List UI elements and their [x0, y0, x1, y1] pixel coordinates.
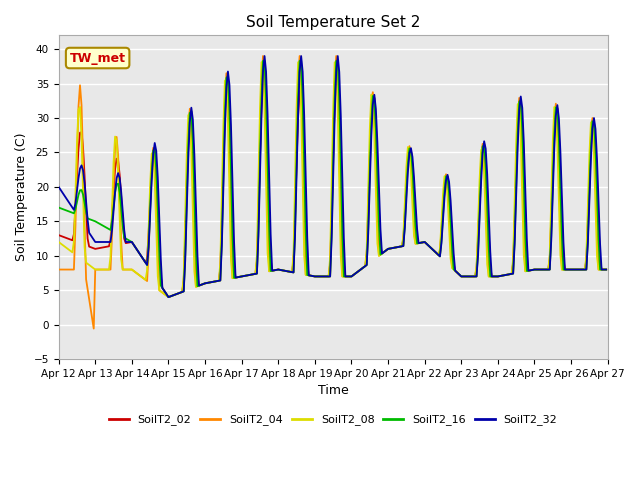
SoilT2_04	[575, 267, 582, 273]
SoilT2_02	[220, 160, 227, 166]
SoilT2_02	[296, 88, 303, 94]
SoilT2_04	[124, 267, 131, 273]
SoilT2_08	[247, 272, 255, 277]
SoilT2_02	[238, 274, 246, 279]
SoilT2_32	[602, 267, 610, 273]
Line: SoilT2_04: SoilT2_04	[59, 56, 606, 329]
SoilT2_16	[238, 274, 246, 279]
Line: SoilT2_16: SoilT2_16	[59, 61, 606, 297]
SoilT2_02	[575, 267, 582, 273]
SoilT2_02	[602, 267, 610, 273]
SoilT2_04	[602, 267, 610, 273]
SoilT2_16	[122, 236, 129, 241]
X-axis label: Time: Time	[318, 384, 349, 397]
SoilT2_16	[575, 267, 582, 273]
SoilT2_16	[298, 58, 305, 64]
SoilT2_08	[220, 123, 227, 129]
SoilT2_32	[55, 184, 63, 190]
SoilT2_08	[55, 239, 63, 245]
Line: SoilT2_02: SoilT2_02	[59, 73, 606, 297]
SoilT2_32	[260, 53, 268, 59]
SoilT2_04	[247, 272, 255, 277]
SoilT2_08	[122, 267, 129, 273]
SoilT2_16	[247, 272, 255, 277]
SoilT2_04	[55, 267, 63, 273]
SoilT2_16	[55, 204, 63, 210]
SoilT2_08	[602, 267, 610, 273]
SoilT2_08	[259, 60, 267, 65]
SoilT2_02	[55, 232, 63, 238]
SoilT2_32	[575, 267, 582, 273]
SoilT2_32	[220, 185, 227, 191]
Text: TW_met: TW_met	[70, 51, 125, 64]
SoilT2_04	[298, 77, 305, 83]
SoilT2_08	[298, 106, 305, 111]
SoilT2_32	[122, 239, 129, 245]
SoilT2_02	[247, 272, 255, 277]
SoilT2_08	[575, 267, 582, 273]
SoilT2_32	[247, 272, 255, 277]
Y-axis label: Soil Temperature (C): Soil Temperature (C)	[15, 133, 28, 262]
SoilT2_04	[238, 274, 246, 279]
SoilT2_32	[238, 274, 246, 279]
SoilT2_04	[220, 156, 227, 162]
Line: SoilT2_08: SoilT2_08	[59, 62, 606, 297]
SoilT2_02	[122, 240, 129, 246]
Title: Soil Temperature Set 2: Soil Temperature Set 2	[246, 15, 420, 30]
SoilT2_02	[164, 294, 172, 300]
SoilT2_16	[602, 267, 610, 273]
SoilT2_08	[164, 294, 172, 300]
SoilT2_32	[298, 53, 305, 59]
SoilT2_32	[164, 294, 172, 300]
Line: SoilT2_32: SoilT2_32	[59, 56, 606, 297]
Legend: SoilT2_02, SoilT2_04, SoilT2_08, SoilT2_16, SoilT2_32: SoilT2_02, SoilT2_04, SoilT2_08, SoilT2_…	[104, 410, 562, 430]
SoilT2_04	[259, 53, 267, 59]
SoilT2_02	[334, 70, 342, 76]
SoilT2_04	[90, 326, 97, 332]
SoilT2_16	[164, 294, 172, 300]
SoilT2_08	[238, 274, 246, 279]
SoilT2_16	[260, 58, 268, 64]
SoilT2_16	[220, 172, 227, 178]
